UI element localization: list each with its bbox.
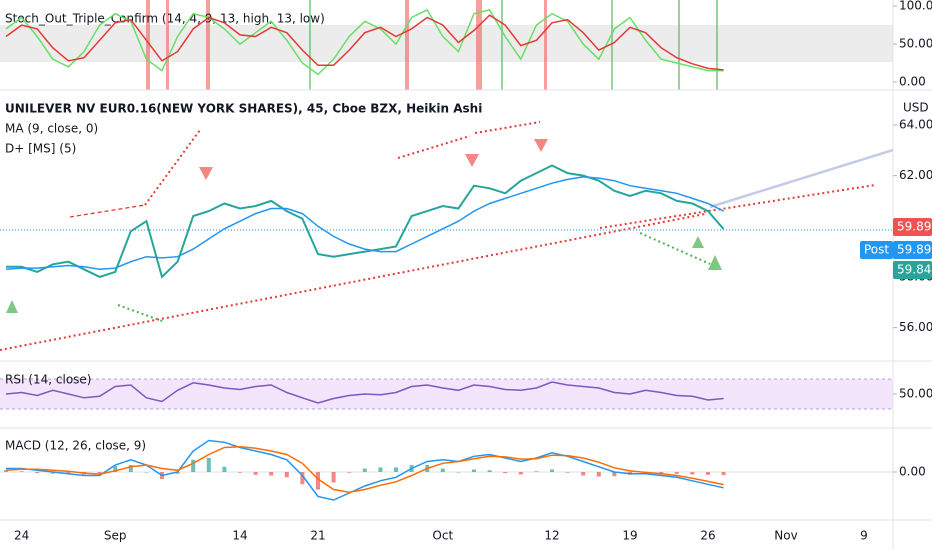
x-tick-label: 9	[860, 529, 868, 543]
histogram-bar	[206, 458, 211, 472]
histogram-bar	[659, 472, 664, 474]
histogram-bar	[175, 472, 180, 474]
y-tick-label: 0.00	[899, 75, 926, 89]
macd-title: MACD (12, 26, close, 9)	[5, 439, 146, 453]
histogram-bar	[472, 469, 476, 472]
last-price-box	[893, 218, 932, 236]
histogram-bar	[300, 472, 305, 485]
histogram-bar	[113, 466, 118, 472]
rsi-band	[0, 379, 893, 409]
histogram-bar	[19, 471, 24, 472]
stoch-title: Stoch_Out_Triple_Confirm (14, 4, 9, 13, …	[5, 12, 325, 26]
histogram-bar	[596, 472, 601, 477]
histogram-bar	[284, 472, 289, 478]
histogram-bar	[238, 472, 242, 473]
histogram-bar	[347, 472, 352, 473]
y-tick-label: 0.00	[899, 465, 926, 479]
x-tick-label: Oct	[432, 529, 453, 543]
histogram-bar	[128, 465, 133, 472]
x-tick-label: 24	[14, 529, 29, 543]
histogram-bar	[503, 472, 508, 474]
histogram-bar	[378, 467, 383, 472]
histogram-bar	[35, 472, 40, 474]
y-tick-label: 50.00	[899, 37, 932, 51]
session-label: Post	[864, 243, 889, 257]
histogram-bar	[518, 472, 523, 475]
series-line	[6, 164, 725, 279]
histogram-bar	[565, 472, 570, 473]
series-line	[5, 8, 724, 76]
currency: USD	[903, 101, 929, 115]
ma-label: MA (9, close, 0)	[5, 122, 98, 136]
histogram-bar	[253, 472, 258, 475]
indicator-label: D+ [MS] (5)	[5, 142, 76, 156]
series-line	[6, 439, 724, 501]
x-tick-label: Sep	[104, 529, 127, 543]
histogram-bar	[144, 472, 149, 473]
signal-markers	[6, 139, 722, 313]
signal-columns	[146, 0, 718, 90]
series-line	[5, 176, 724, 271]
y-tick-label: 64.00	[899, 117, 932, 131]
x-tick-label: 14	[232, 529, 247, 543]
x-tick-label: Nov	[774, 529, 797, 543]
bid-price: 59.84	[897, 263, 931, 277]
post-price-box	[893, 241, 932, 259]
y-tick-label: 100.00	[899, 0, 932, 13]
histogram-bar	[316, 472, 320, 490]
trend-lines	[0, 121, 894, 351]
histogram-bar	[50, 472, 55, 474]
histogram-bar	[222, 466, 227, 472]
histogram-bar	[269, 472, 274, 476]
histogram-bar	[191, 459, 196, 472]
x-tick-label: 26	[700, 529, 715, 543]
histogram-bar	[534, 471, 539, 472]
histogram-bar	[97, 472, 102, 474]
histogram-bar	[456, 472, 461, 473]
histogram-bar	[487, 470, 492, 472]
rsi-title: RSI (14, close)	[5, 373, 91, 387]
histogram-bar	[394, 467, 398, 472]
histogram-bar	[612, 472, 617, 477]
x-tick-label: 21	[310, 529, 325, 543]
histogram-bar	[690, 472, 695, 475]
last-price: 59.89	[897, 220, 931, 234]
post-price: 59.89	[897, 243, 931, 257]
y-tick-label: 50.00	[899, 387, 932, 401]
bid-price-box	[893, 261, 932, 279]
y-tick-label: 62.00	[899, 168, 932, 182]
x-tick-label: 12	[544, 529, 559, 543]
x-tick-label: 19	[622, 529, 637, 543]
session-label-box	[860, 241, 893, 259]
price-title: UNILEVER NV EUR0.16(NEW YORK SHARES), 45…	[5, 102, 482, 116]
histogram-bar	[721, 472, 726, 476]
series-line	[5, 381, 724, 404]
histogram-bar	[440, 468, 445, 472]
y-tick-label: 56.00	[899, 320, 932, 334]
histogram-bar	[331, 472, 336, 483]
histogram-bar	[706, 472, 710, 475]
series-line	[5, 14, 724, 71]
series-line	[5, 446, 724, 494]
histogram-bar	[581, 472, 586, 476]
histogram-bar	[4, 470, 8, 472]
histogram-bar	[674, 472, 679, 474]
histogram-bar	[550, 469, 554, 472]
histogram-bar	[362, 468, 367, 472]
